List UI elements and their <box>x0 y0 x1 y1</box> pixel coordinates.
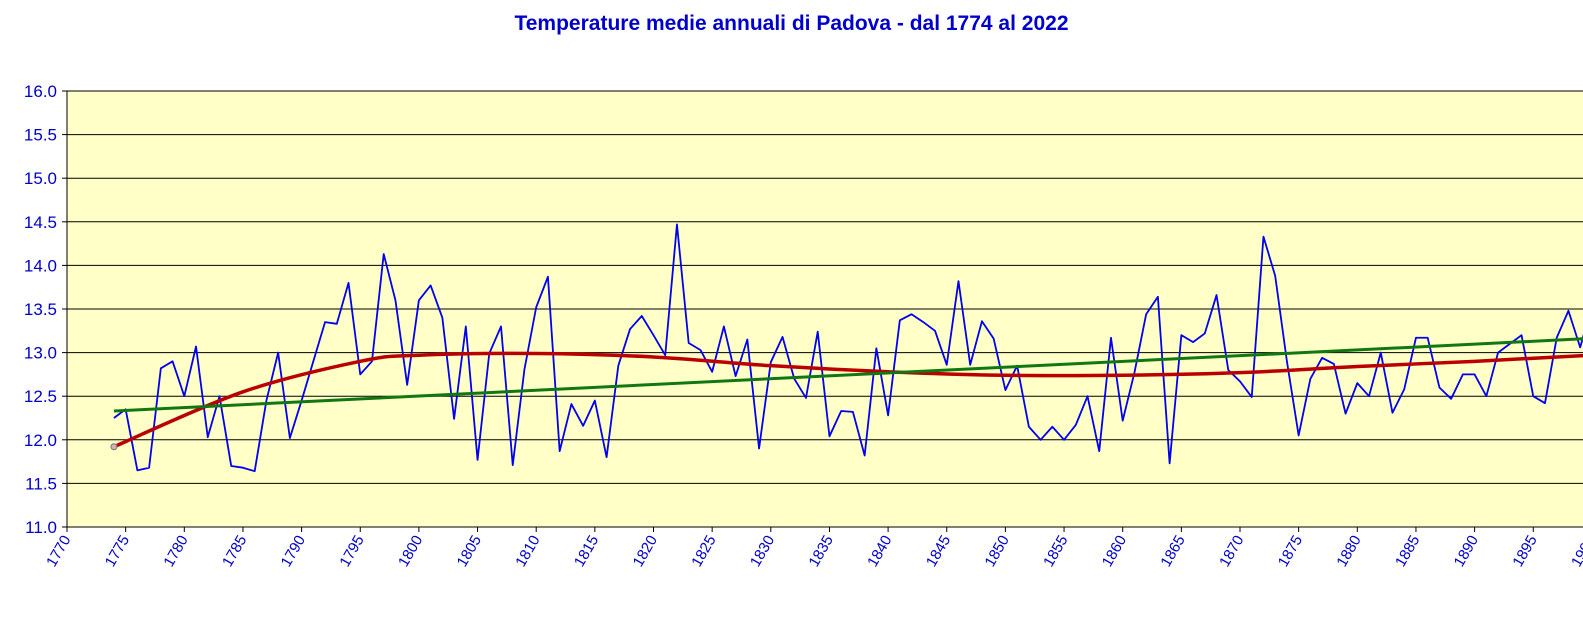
x-tick-label: 1845 <box>923 533 954 570</box>
y-tick-label: 13.5 <box>24 300 57 319</box>
x-tick-label: 1825 <box>688 533 719 570</box>
y-tick-label: 14.0 <box>24 256 57 275</box>
y-tick-label: 11.0 <box>25 518 57 537</box>
x-tick-label: 1830 <box>747 533 778 570</box>
x-tick-label: 1795 <box>336 533 367 570</box>
x-tick-label: 1770 <box>43 533 74 570</box>
x-tick-label: 1800 <box>395 533 426 570</box>
y-tick-label: 11.5 <box>25 474 57 493</box>
x-tick-label: 1785 <box>219 533 250 570</box>
data-series <box>113 223 1583 473</box>
y-tick-label: 14.5 <box>24 213 57 232</box>
x-tick-label: 1805 <box>454 533 485 570</box>
trend-lines <box>110 337 1583 451</box>
x-tick-label: 1775 <box>102 533 133 570</box>
x-tick-label: 1885 <box>1392 533 1423 570</box>
x-tick-label: 1840 <box>864 533 895 570</box>
x-tick-label: 1900 <box>1568 533 1583 570</box>
x-tick-label: 1850 <box>981 533 1012 570</box>
polynomial-trend-line <box>113 351 1583 449</box>
x-tick-label: 1810 <box>512 533 543 570</box>
x-tick-label: 1865 <box>1157 533 1188 570</box>
y-tick-labels: 11.0 11.5 12.0 12.5 13.0 13.5 14.0 14.5 15.0 15.5… <box>24 82 57 537</box>
axes <box>62 90 1583 532</box>
y-tick-label: 12.5 <box>24 387 57 406</box>
x-tick-label: 1880 <box>1333 533 1364 570</box>
x-tick-label: 1875 <box>1275 533 1306 570</box>
x-tick-label: 1835 <box>806 533 837 570</box>
y-tick-label: 15.0 <box>24 169 57 188</box>
x-tick-label: 1895 <box>1509 533 1540 570</box>
x-tick-label: 1780 <box>160 533 191 570</box>
x-tick-label: 1890 <box>1451 533 1482 570</box>
linear-trend-line <box>113 337 1583 413</box>
x-tick-label: 1855 <box>1040 533 1071 570</box>
x-tick-labels: 1770 1775 1780 1785 1790 1795 1800 1805 1810 1815… <box>43 533 1583 570</box>
y-tick-label: 13.0 <box>24 344 57 363</box>
x-tick-label: 1820 <box>630 533 661 570</box>
y-tick-label: 15.5 <box>24 126 57 145</box>
x-tick-label: 1860 <box>1099 533 1130 570</box>
series-line-annual-temperature <box>113 223 1583 473</box>
x-tick-label: 1790 <box>278 533 309 570</box>
y-tick-label: 16.0 <box>24 82 57 101</box>
x-tick-label: 1870 <box>1216 533 1247 570</box>
x-tick-label: 1815 <box>571 533 602 570</box>
y-tick-label: 12.0 <box>24 431 57 450</box>
chart-title: Temperature medie annuali di Padova - da… <box>514 12 1069 35</box>
trend-start-marker <box>110 443 118 451</box>
